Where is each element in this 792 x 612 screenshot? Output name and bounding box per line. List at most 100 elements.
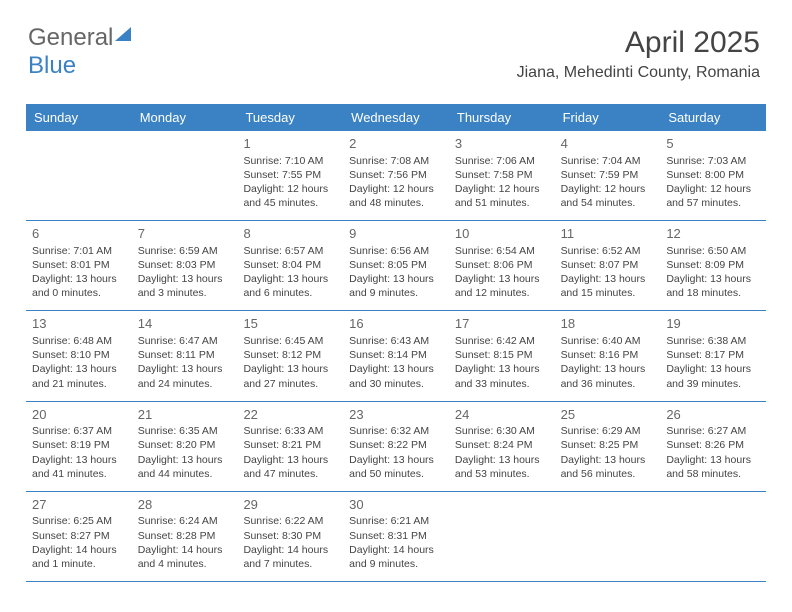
sunrise-line: Sunrise: 6:45 AM: [243, 334, 337, 348]
day-number: 14: [138, 315, 232, 333]
sunset-line: Sunset: 8:28 PM: [138, 529, 232, 543]
sunset-line: Sunset: 8:22 PM: [349, 438, 443, 452]
day-cell: 3Sunrise: 7:06 AMSunset: 7:58 PMDaylight…: [449, 131, 555, 220]
day-cell: 2Sunrise: 7:08 AMSunset: 7:56 PMDaylight…: [343, 131, 449, 220]
day-number: 10: [455, 225, 549, 243]
day-number: 2: [349, 135, 443, 153]
daylight-line: Daylight: 12 hours and 57 minutes.: [666, 182, 760, 210]
sunset-line: Sunset: 8:31 PM: [349, 529, 443, 543]
day-cell: 6Sunrise: 7:01 AMSunset: 8:01 PMDaylight…: [26, 221, 132, 310]
day-number: 24: [455, 406, 549, 424]
day-number: 6: [32, 225, 126, 243]
day-number: 18: [561, 315, 655, 333]
day-cell: 23Sunrise: 6:32 AMSunset: 8:22 PMDayligh…: [343, 402, 449, 491]
daylight-line: Daylight: 13 hours and 15 minutes.: [561, 272, 655, 300]
daylight-line: Daylight: 14 hours and 1 minute.: [32, 543, 126, 571]
daylight-line: Daylight: 13 hours and 21 minutes.: [32, 362, 126, 390]
day-number: 28: [138, 496, 232, 514]
dow-cell: Saturday: [660, 104, 766, 131]
day-number: 23: [349, 406, 443, 424]
day-cell: 9Sunrise: 6:56 AMSunset: 8:05 PMDaylight…: [343, 221, 449, 310]
sunset-line: Sunset: 8:19 PM: [32, 438, 126, 452]
sunset-line: Sunset: 8:25 PM: [561, 438, 655, 452]
sunrise-line: Sunrise: 6:43 AM: [349, 334, 443, 348]
daylight-line: Daylight: 13 hours and 53 minutes.: [455, 453, 549, 481]
day-cell: [449, 492, 555, 581]
sunset-line: Sunset: 8:11 PM: [138, 348, 232, 362]
sunrise-line: Sunrise: 6:37 AM: [32, 424, 126, 438]
sunrise-line: Sunrise: 6:52 AM: [561, 244, 655, 258]
daylight-line: Daylight: 12 hours and 48 minutes.: [349, 182, 443, 210]
daylight-line: Daylight: 13 hours and 18 minutes.: [666, 272, 760, 300]
sunrise-line: Sunrise: 6:24 AM: [138, 514, 232, 528]
daylight-line: Daylight: 13 hours and 3 minutes.: [138, 272, 232, 300]
sunset-line: Sunset: 8:24 PM: [455, 438, 549, 452]
sunrise-line: Sunrise: 6:50 AM: [666, 244, 760, 258]
sunset-line: Sunset: 8:04 PM: [243, 258, 337, 272]
daylight-line: Daylight: 12 hours and 51 minutes.: [455, 182, 549, 210]
day-cell: 4Sunrise: 7:04 AMSunset: 7:59 PMDaylight…: [555, 131, 661, 220]
month-title: April 2025: [517, 26, 760, 60]
sunrise-line: Sunrise: 6:47 AM: [138, 334, 232, 348]
day-number: 4: [561, 135, 655, 153]
day-number: 1: [243, 135, 337, 153]
daylight-line: Daylight: 13 hours and 30 minutes.: [349, 362, 443, 390]
sunrise-line: Sunrise: 6:30 AM: [455, 424, 549, 438]
daylight-line: Daylight: 13 hours and 24 minutes.: [138, 362, 232, 390]
sunrise-line: Sunrise: 6:27 AM: [666, 424, 760, 438]
day-number: 15: [243, 315, 337, 333]
day-cell: 12Sunrise: 6:50 AMSunset: 8:09 PMDayligh…: [660, 221, 766, 310]
day-cell: 30Sunrise: 6:21 AMSunset: 8:31 PMDayligh…: [343, 492, 449, 581]
day-number: 27: [32, 496, 126, 514]
daylight-line: Daylight: 13 hours and 0 minutes.: [32, 272, 126, 300]
sunset-line: Sunset: 8:03 PM: [138, 258, 232, 272]
sunrise-line: Sunrise: 6:35 AM: [138, 424, 232, 438]
day-cell: 7Sunrise: 6:59 AMSunset: 8:03 PMDaylight…: [132, 221, 238, 310]
day-cell: 19Sunrise: 6:38 AMSunset: 8:17 PMDayligh…: [660, 311, 766, 400]
day-cell: 20Sunrise: 6:37 AMSunset: 8:19 PMDayligh…: [26, 402, 132, 491]
day-number: 26: [666, 406, 760, 424]
day-cell: 17Sunrise: 6:42 AMSunset: 8:15 PMDayligh…: [449, 311, 555, 400]
sunrise-line: Sunrise: 6:33 AM: [243, 424, 337, 438]
sunset-line: Sunset: 8:05 PM: [349, 258, 443, 272]
sunrise-line: Sunrise: 7:06 AM: [455, 154, 549, 168]
sunrise-line: Sunrise: 6:57 AM: [243, 244, 337, 258]
sunset-line: Sunset: 8:12 PM: [243, 348, 337, 362]
sunrise-line: Sunrise: 6:54 AM: [455, 244, 549, 258]
daylight-line: Daylight: 13 hours and 9 minutes.: [349, 272, 443, 300]
sunset-line: Sunset: 8:10 PM: [32, 348, 126, 362]
day-number: 3: [455, 135, 549, 153]
daylight-line: Daylight: 13 hours and 36 minutes.: [561, 362, 655, 390]
day-cell: 8Sunrise: 6:57 AMSunset: 8:04 PMDaylight…: [237, 221, 343, 310]
sunset-line: Sunset: 8:07 PM: [561, 258, 655, 272]
day-number: 17: [455, 315, 549, 333]
day-number: 25: [561, 406, 655, 424]
daylight-line: Daylight: 14 hours and 9 minutes.: [349, 543, 443, 571]
day-number: 19: [666, 315, 760, 333]
daylight-line: Daylight: 13 hours and 44 minutes.: [138, 453, 232, 481]
day-cell: 26Sunrise: 6:27 AMSunset: 8:26 PMDayligh…: [660, 402, 766, 491]
sunrise-line: Sunrise: 6:22 AM: [243, 514, 337, 528]
day-number: 8: [243, 225, 337, 243]
sunrise-line: Sunrise: 7:03 AM: [666, 154, 760, 168]
day-number: 13: [32, 315, 126, 333]
sunrise-line: Sunrise: 6:32 AM: [349, 424, 443, 438]
sunset-line: Sunset: 8:16 PM: [561, 348, 655, 362]
day-cell: 29Sunrise: 6:22 AMSunset: 8:30 PMDayligh…: [237, 492, 343, 581]
daylight-line: Daylight: 13 hours and 47 minutes.: [243, 453, 337, 481]
daylight-line: Daylight: 13 hours and 50 minutes.: [349, 453, 443, 481]
daylight-line: Daylight: 14 hours and 7 minutes.: [243, 543, 337, 571]
sunset-line: Sunset: 8:00 PM: [666, 168, 760, 182]
sunrise-line: Sunrise: 6:25 AM: [32, 514, 126, 528]
day-number: 12: [666, 225, 760, 243]
sunrise-line: Sunrise: 7:01 AM: [32, 244, 126, 258]
day-cell: 5Sunrise: 7:03 AMSunset: 8:00 PMDaylight…: [660, 131, 766, 220]
sunrise-line: Sunrise: 6:56 AM: [349, 244, 443, 258]
week-row: 1Sunrise: 7:10 AMSunset: 7:55 PMDaylight…: [26, 131, 766, 221]
day-number: 29: [243, 496, 337, 514]
sunset-line: Sunset: 8:15 PM: [455, 348, 549, 362]
sunset-line: Sunset: 7:59 PM: [561, 168, 655, 182]
daylight-line: Daylight: 13 hours and 33 minutes.: [455, 362, 549, 390]
dow-cell: Thursday: [449, 104, 555, 131]
week-row: 27Sunrise: 6:25 AMSunset: 8:27 PMDayligh…: [26, 492, 766, 582]
